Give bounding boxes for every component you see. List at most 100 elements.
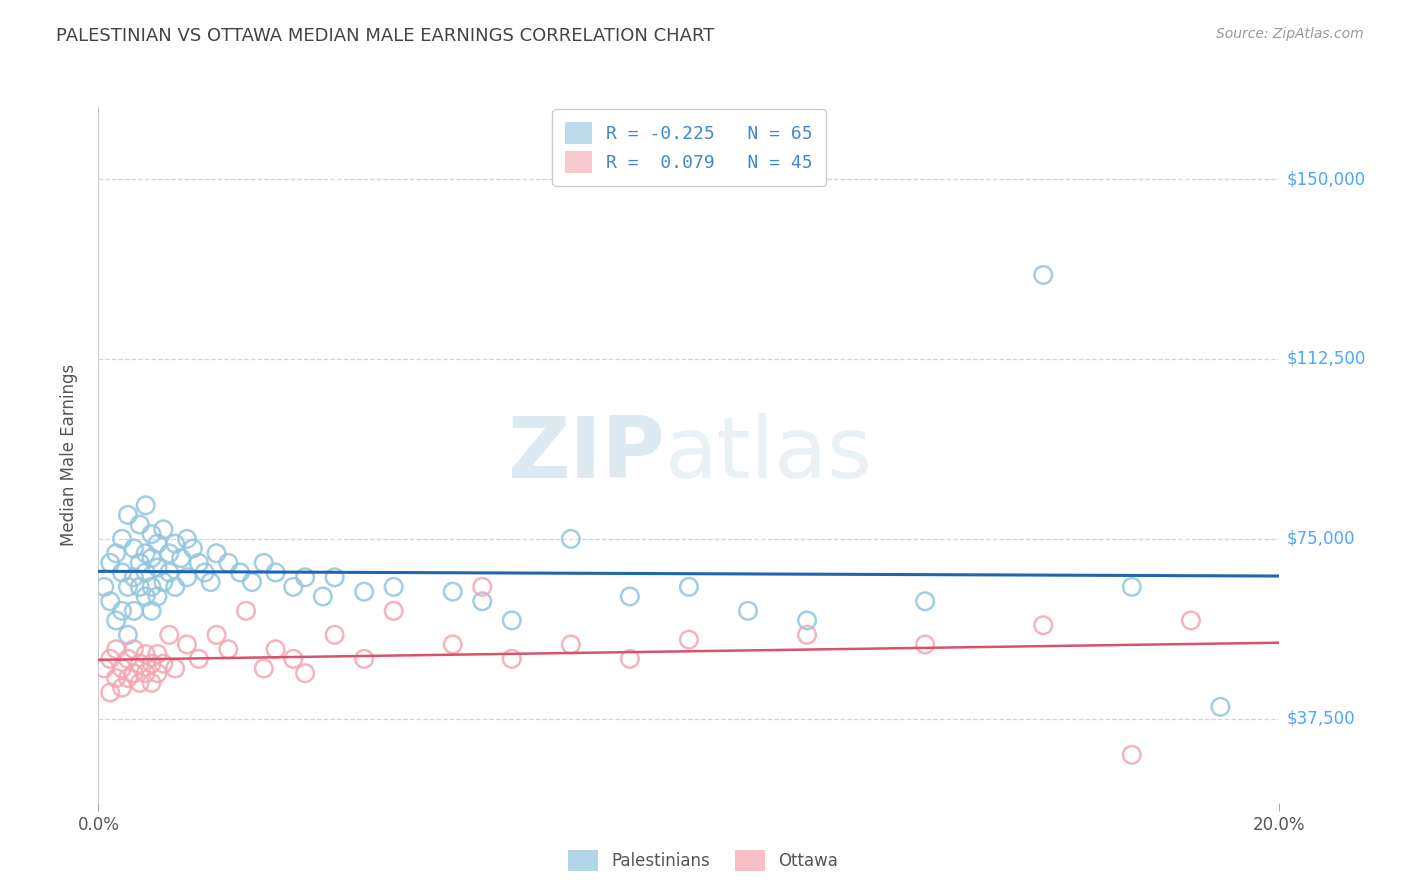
Point: [105, 546, 128, 560]
Point: [128, 676, 150, 690]
Point: [165, 661, 187, 675]
Point: [141, 580, 163, 594]
Text: ZIP: ZIP: [508, 413, 665, 497]
Point: [1032, 618, 1054, 632]
Point: [619, 590, 641, 604]
Point: [283, 580, 305, 594]
Point: [128, 657, 150, 671]
Point: [152, 657, 174, 671]
Point: [353, 584, 375, 599]
Text: $150,000: $150,000: [1286, 170, 1365, 188]
Point: [135, 566, 157, 580]
Point: [737, 604, 759, 618]
Legend: R = -0.225   N = 65, R =  0.079   N = 45: R = -0.225 N = 65, R = 0.079 N = 45: [553, 109, 825, 186]
Point: [1121, 580, 1143, 594]
Point: [105, 642, 128, 657]
Point: [98, 556, 121, 570]
Point: [152, 522, 174, 536]
Point: [619, 652, 641, 666]
Point: [1180, 614, 1202, 628]
Point: [141, 604, 163, 618]
Point: [105, 614, 128, 628]
Point: [353, 652, 375, 666]
Point: [560, 532, 582, 546]
Text: $112,500: $112,500: [1286, 350, 1365, 368]
Point: [176, 532, 198, 546]
Point: [157, 566, 180, 580]
Text: Source: ZipAtlas.com: Source: ZipAtlas.com: [1216, 27, 1364, 41]
Point: [205, 546, 228, 560]
Point: [165, 580, 187, 594]
Point: [117, 628, 139, 642]
Point: [128, 580, 150, 594]
Text: $75,000: $75,000: [1286, 530, 1355, 548]
Point: [194, 566, 217, 580]
Point: [111, 532, 134, 546]
Point: [441, 584, 464, 599]
Point: [187, 556, 209, 570]
Point: [93, 580, 115, 594]
Point: [796, 628, 818, 642]
Point: [146, 666, 169, 681]
Point: [181, 541, 204, 556]
Point: [117, 508, 139, 522]
Point: [796, 614, 818, 628]
Point: [122, 570, 145, 584]
Point: [560, 637, 582, 651]
Point: [200, 575, 222, 590]
Point: [1121, 747, 1143, 762]
Point: [98, 685, 121, 699]
Point: [117, 580, 139, 594]
Point: [914, 594, 936, 608]
Point: [93, 661, 115, 675]
Point: [146, 647, 169, 661]
Point: [914, 637, 936, 651]
Point: [205, 628, 228, 642]
Point: [135, 666, 157, 681]
Point: [111, 566, 134, 580]
Point: [678, 580, 700, 594]
Point: [294, 570, 316, 584]
Point: [217, 642, 239, 657]
Point: [146, 560, 169, 574]
Point: [187, 652, 209, 666]
Point: [170, 551, 193, 566]
Point: [678, 632, 700, 647]
Point: [1032, 268, 1054, 282]
Point: [283, 652, 305, 666]
Point: [135, 647, 157, 661]
Point: [471, 580, 494, 594]
Point: [141, 657, 163, 671]
Point: [111, 661, 134, 675]
Point: [176, 570, 198, 584]
Point: [122, 642, 145, 657]
Point: [141, 551, 163, 566]
Point: [98, 652, 121, 666]
Point: [253, 661, 276, 675]
Point: [157, 546, 180, 560]
Point: [240, 575, 263, 590]
Point: [111, 604, 134, 618]
Point: [135, 590, 157, 604]
Point: [146, 590, 169, 604]
Point: [235, 604, 257, 618]
Text: atlas: atlas: [665, 413, 873, 497]
Point: [135, 498, 157, 512]
Point: [229, 566, 252, 580]
Point: [176, 637, 198, 651]
Point: [501, 652, 523, 666]
Point: [1209, 699, 1232, 714]
Point: [141, 676, 163, 690]
Point: [152, 575, 174, 590]
Point: [157, 628, 180, 642]
Point: [382, 604, 405, 618]
Point: [117, 671, 139, 685]
Point: [264, 566, 287, 580]
Point: [98, 594, 121, 608]
Point: [128, 556, 150, 570]
Point: [217, 556, 239, 570]
Point: [294, 666, 316, 681]
Point: [323, 570, 346, 584]
Point: [135, 546, 157, 560]
Point: [141, 527, 163, 541]
